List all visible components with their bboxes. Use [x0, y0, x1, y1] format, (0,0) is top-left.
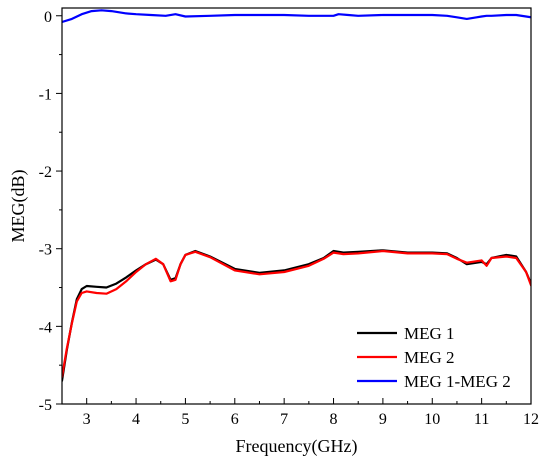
y-tick-label: 0 [44, 9, 52, 26]
legend-label-2: MEG 2 [404, 348, 455, 367]
x-tick-label: 8 [330, 411, 338, 428]
x-tick-label: 11 [474, 411, 489, 428]
y-axis-ticks: 0 -1 -2 -3 -4 -5 [39, 9, 62, 414]
x-tick-label: 5 [181, 411, 189, 428]
series-line-1 [62, 249, 531, 382]
x-tick-label: 6 [231, 411, 239, 428]
x-tick-label: 10 [424, 411, 440, 428]
x-tick-label: 3 [83, 411, 91, 428]
x-tick-label: 7 [280, 411, 288, 428]
x-tick-label: 12 [523, 411, 539, 428]
y-axis-title: MEG(dB) [8, 170, 29, 243]
legend-label-3: MEG 1-MEG 2 [404, 372, 511, 391]
y-tick-label: -2 [39, 164, 52, 181]
y-tick-label: -4 [39, 319, 52, 336]
series-line-3 [62, 9, 531, 24]
x-tick-label: 9 [379, 411, 387, 428]
legend: MEG 1 MEG 2 MEG 1-MEG 2 [357, 324, 511, 391]
y-tick-label: -5 [39, 397, 52, 414]
y-tick-label: -3 [39, 242, 52, 259]
series-line-2 [62, 249, 531, 378]
x-tick-label: 4 [132, 411, 140, 428]
x-axis-title: Frequency(GHz) [236, 436, 358, 457]
y-tick-label: -1 [39, 86, 52, 103]
series-lines [62, 9, 531, 382]
plot-frame [61, 7, 532, 405]
x-axis-ticks: 3 4 5 6 7 8 9 10 11 12 [61, 398, 539, 428]
legend-label-1: MEG 1 [404, 324, 455, 343]
